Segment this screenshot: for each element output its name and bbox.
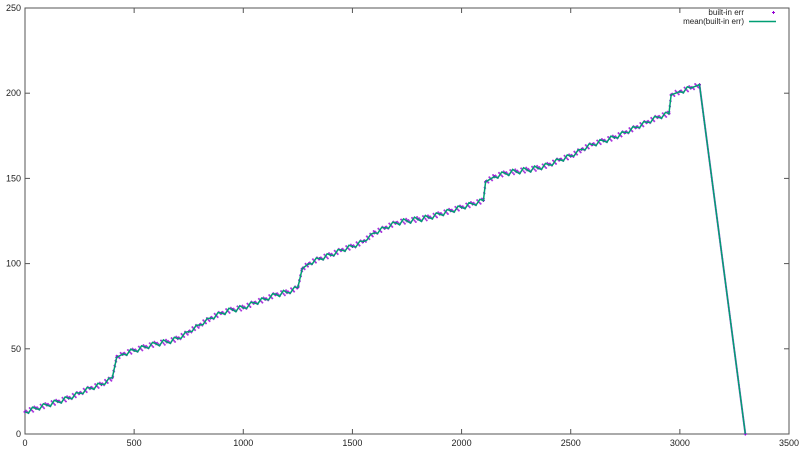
- y-tick-label: 250: [6, 3, 21, 13]
- x-tick-label: 3500: [779, 438, 799, 448]
- y-tick-label: 0: [16, 429, 21, 439]
- legend: built-in err mean(built-in err): [683, 8, 776, 26]
- x-tick-label: 2500: [561, 438, 581, 448]
- y-tick-label: 200: [6, 88, 21, 98]
- legend-key-points: [772, 11, 775, 14]
- legend-label-0: built-in err: [708, 8, 744, 17]
- y-tick-label: 100: [6, 259, 21, 269]
- series-built-in-err: [23, 82, 747, 436]
- series-mean-built-in-err: [24, 83, 747, 435]
- x-tick-label: 1000: [233, 438, 253, 448]
- x-tick-label: 3000: [670, 438, 690, 448]
- plot-frame: [24, 7, 790, 435]
- y-tick-label: 150: [6, 173, 21, 183]
- x-tick-label: 2000: [452, 438, 472, 448]
- x-tick-label: 0: [22, 438, 27, 448]
- x-tick-label: 500: [127, 438, 142, 448]
- x-tick-label: 1500: [342, 438, 362, 448]
- y-tick-label: 50: [11, 344, 21, 354]
- legend-label-1: mean(built-in err): [683, 17, 744, 26]
